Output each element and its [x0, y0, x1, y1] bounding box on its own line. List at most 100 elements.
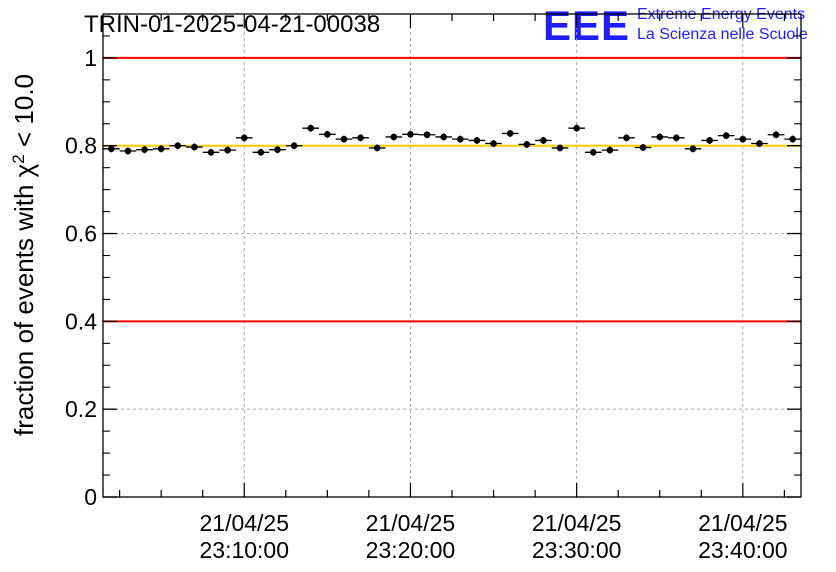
x-tick-label-date: 21/04/25: [532, 510, 622, 536]
marker: [473, 137, 481, 144]
marker: [340, 135, 348, 143]
reference-lines: [103, 56, 801, 323]
data-point: [335, 135, 353, 143]
data-point: [285, 142, 303, 150]
marker: [573, 124, 580, 132]
x-tick-label-time: 23:30:00: [532, 537, 622, 563]
marker: [407, 131, 414, 138]
x-tick-label-time: 23:10:00: [199, 537, 289, 563]
marker: [523, 141, 531, 148]
marker: [772, 131, 780, 139]
y-axis: 0 0.2 0.4 0.6 0.8 1: [65, 35, 801, 510]
marker: [307, 124, 315, 132]
data-point: [152, 145, 170, 153]
marker: [357, 134, 364, 142]
x-tick-label-date: 21/04/25: [698, 510, 788, 536]
data-point: [518, 140, 536, 148]
data-point: [418, 131, 436, 139]
y-tick-label: 0.6: [65, 221, 97, 247]
x-tick-label-date: 21/04/25: [366, 510, 456, 536]
data-point: [568, 124, 585, 132]
y-tick-label: 0: [84, 484, 97, 510]
data-point: [402, 130, 419, 138]
y-axis-label-post: < 10.0: [9, 74, 39, 154]
marker: [739, 135, 747, 143]
chart-title: TRIN-01-2025-04-21-00038: [84, 11, 380, 38]
marker: [191, 143, 198, 151]
data-point: [202, 148, 220, 156]
marker: [589, 149, 597, 156]
data-point: [767, 131, 785, 139]
data-point: [219, 146, 236, 154]
data-point: [618, 134, 635, 142]
y-tick-label: 1: [84, 45, 97, 71]
marker: [290, 142, 298, 150]
data-point: [319, 130, 336, 138]
data-point: [235, 134, 253, 142]
marker: [722, 132, 730, 139]
marker: [124, 147, 132, 155]
data-point: [551, 144, 569, 152]
data-point: [784, 135, 801, 143]
data-point: [717, 132, 735, 140]
y-axis-label-chi: χ: [9, 163, 39, 177]
y-tick-label: 0.2: [65, 396, 97, 422]
y-tick-label: 0.8: [65, 133, 97, 159]
marker: [556, 144, 564, 152]
x-tick-label-time: 23:20:00: [366, 537, 456, 563]
data-point: [701, 136, 718, 144]
marker: [506, 130, 514, 137]
data-point: [468, 136, 486, 144]
x-tick-label-time: 23:40:00: [698, 537, 788, 563]
plot-frame: [102, 13, 802, 498]
data-point: [385, 133, 403, 141]
marker: [207, 149, 215, 156]
data-point: [535, 136, 552, 144]
data-point: [584, 148, 602, 156]
marker: [706, 137, 713, 144]
data-point: [119, 147, 137, 155]
marker: [540, 137, 547, 144]
marker: [440, 133, 447, 141]
marker: [789, 135, 796, 143]
marker: [240, 134, 248, 142]
data-point: [352, 134, 369, 142]
data-point: [302, 124, 320, 132]
data-point: [169, 142, 187, 150]
data-point: [136, 146, 153, 154]
marker: [656, 133, 664, 141]
marker: [224, 146, 231, 154]
marker: [639, 144, 647, 151]
x-tick-label-date: 21/04/25: [199, 510, 289, 536]
marker: [689, 145, 697, 153]
y-axis-label-sup: 2: [9, 154, 28, 163]
data-point: [684, 145, 702, 153]
marker: [390, 133, 398, 141]
logo-line-2: La Scienza nelle Scuole: [637, 26, 808, 43]
data-point: [751, 140, 768, 148]
data-point: [485, 140, 502, 148]
x-axis: 21/04/2523:10:0021/04/2523:20:0021/04/25…: [119, 14, 788, 563]
eee-logo: EEE Extreme Energy Events La Scienza nel…: [543, 2, 808, 49]
grid: [103, 14, 801, 497]
data-point: [269, 146, 286, 154]
data-point: [103, 145, 120, 153]
y-axis-label: fraction of events with χ2 < 10.0: [9, 74, 40, 436]
marker: [141, 146, 148, 153]
marker: [274, 146, 281, 153]
marker: [423, 131, 431, 139]
marker: [623, 134, 630, 142]
data-point: [452, 135, 469, 143]
data-point: [601, 146, 619, 154]
marker: [457, 135, 464, 143]
data-point: [634, 143, 652, 151]
logo-mark: EEE: [543, 2, 630, 49]
marker: [373, 144, 381, 152]
marker: [324, 131, 331, 138]
data-point: [252, 148, 270, 156]
marker: [174, 142, 182, 150]
marker: [157, 145, 165, 153]
data-point: [501, 129, 519, 137]
data-points: [103, 124, 801, 156]
